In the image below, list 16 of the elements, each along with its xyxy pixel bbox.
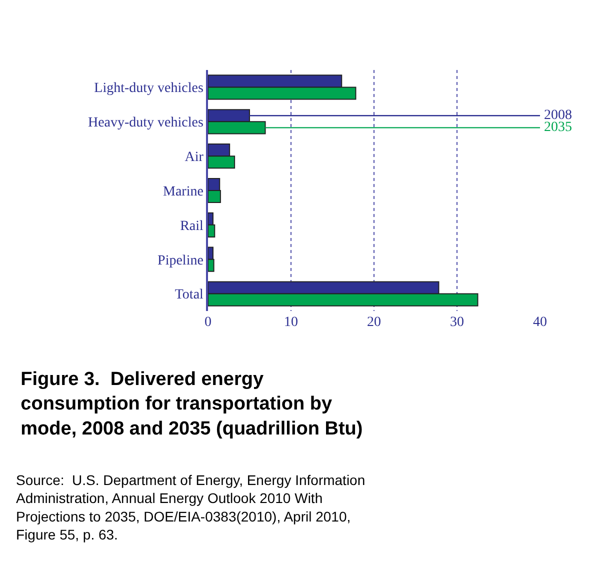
y-tick-label: Marine [163,184,204,200]
x-tick-label: 30 [450,315,464,330]
y-tick-label: Light-duty vehicles [94,81,204,96]
y-tick-label: Heavy-duty vehicles [88,116,204,131]
y-tick-label: Total [174,288,204,303]
y-tick-label: Pipeline [158,253,204,268]
y-tick-label: Air [184,150,204,165]
source-note: Source: U.S. Department of Energy, Energy Information Administration, Annual Energy Outlook 2010 With Projections to 2035, DOE/EIA-0383(2010), April 2010, Figure 55, p. 63. [16,472,366,543]
y-tick-label: Rail [180,218,204,234]
x-tick-label: 10 [284,315,298,330]
text: 2008 [544,108,572,123]
text: 2035 [544,120,572,135]
x-tick-label: 0 [204,315,212,330]
text: Figure 3. Delivered energy consumption for transportation by mode, 2008 and 2035 (quadrillion Btu) [20,369,363,440]
x-tick-label: 20 [367,315,381,330]
x-tick-label: 40 [533,315,547,330]
